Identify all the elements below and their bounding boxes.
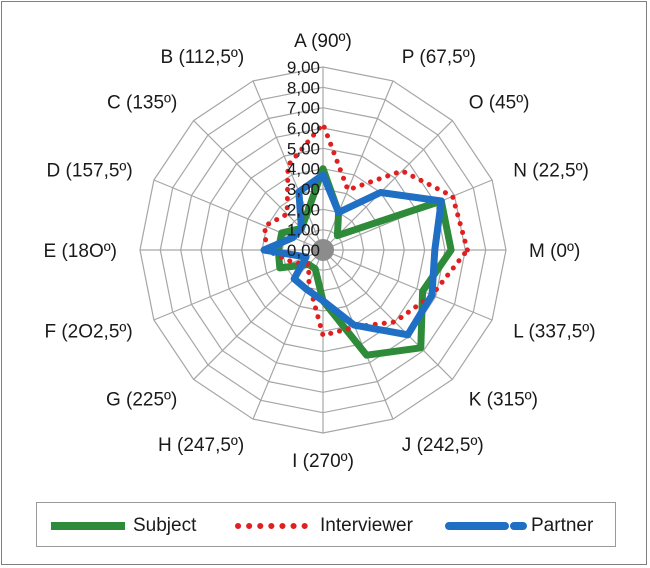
grid-spoke-9 [153, 249, 324, 321]
axis-label: E (18Oº) [44, 241, 117, 262]
legend: Subject Interviewer Partner [36, 502, 616, 547]
axis-label: K (315º) [469, 390, 538, 411]
axis-label: M (0º) [529, 241, 580, 262]
legend-label: Subject [133, 514, 197, 536]
center-marker [312, 239, 334, 261]
axis-label: J (242,5º) [402, 435, 484, 456]
tick-label: 9,00 [287, 58, 320, 77]
grid-spoke-5 [252, 80, 324, 251]
grid-spoke-13 [322, 249, 394, 420]
grid-spoke-10 [193, 249, 324, 380]
series-partner [260, 171, 445, 339]
axis-label: F (2O2,5º) [44, 321, 132, 342]
legend-swatch-interviewer [235, 522, 315, 529]
axis-label: L (337,5º) [513, 321, 595, 342]
tick-label: 0,00 [287, 241, 320, 260]
tick-label: 1,00 [287, 221, 320, 240]
axis-label: I (270º) [292, 451, 354, 472]
radar-grid [139, 66, 507, 434]
axis-label: H (247,5º) [158, 435, 244, 456]
radar-series [260, 121, 470, 359]
tick-label: 5,00 [287, 139, 320, 158]
legend-label: Partner [531, 514, 594, 536]
legend-swatch-partner [445, 521, 527, 530]
grid-spoke-2 [322, 120, 453, 251]
axis-label: N (22,5º) [513, 161, 589, 182]
legend-label: Interviewer [320, 514, 413, 536]
tick-label: 4,00 [287, 160, 320, 179]
axis-label: D (157,5º) [47, 161, 133, 182]
axis-labels: M (0º) N (22,5º) O (45º) P (67,5º) A (90º) B … [44, 31, 596, 472]
grid-spoke-11 [252, 249, 324, 420]
tick-label: 3,00 [287, 180, 320, 199]
radial-tick-labels: 0,001,00 2,003,004,00 5,006,007,00 8,009,00 [287, 58, 320, 260]
axis-label: A (90º) [294, 31, 352, 52]
legend-swatch-subject [51, 521, 125, 530]
radar-chart: 0,001,00 2,003,004,00 5,006,007,00 8,009,00… [44, 31, 596, 472]
legend-item-interviewer: Interviewer [234, 503, 413, 548]
legend-item-subject: Subject [47, 503, 196, 548]
grid-spoke-3 [322, 80, 394, 251]
legend-item-partner: Partner [445, 503, 593, 548]
axis-label: O (45º) [469, 93, 530, 114]
axis-label: B (112,5º) [161, 47, 245, 68]
tick-label: 8,00 [287, 78, 320, 97]
tick-label: 2,00 [287, 200, 320, 219]
tick-label: 7,00 [287, 99, 320, 118]
tick-label: 6,00 [287, 119, 320, 138]
grid-spoke-15 [322, 249, 493, 321]
axis-label: G (225º) [106, 390, 177, 411]
grid-spoke-14 [322, 249, 453, 380]
axis-label: C (135º) [107, 93, 177, 114]
axis-label: P (67,5º) [402, 47, 476, 68]
